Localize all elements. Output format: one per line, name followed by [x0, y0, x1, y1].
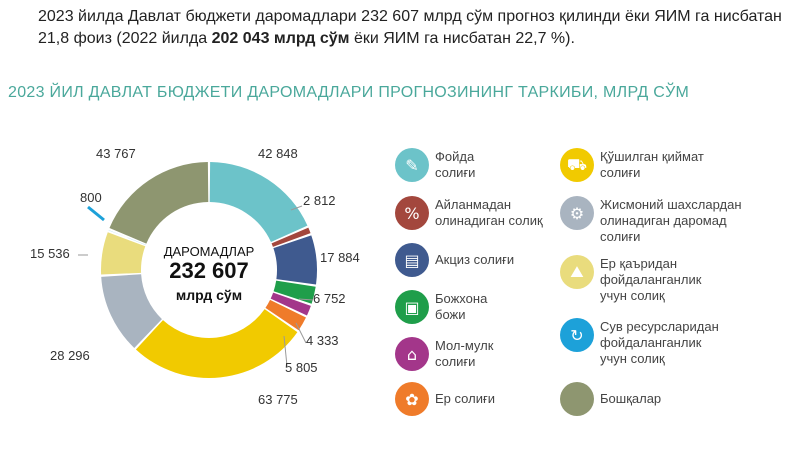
- slice-6: [135, 309, 298, 379]
- others-icon: [560, 382, 594, 416]
- legend-label: Сув ресурсларидан фойдаланганлик учун со…: [600, 319, 719, 366]
- intro-text: 2023 йилда Давлат бюджети даромадлари 23…: [8, 6, 794, 50]
- vat-icon: ⛟: [560, 148, 594, 182]
- slice-8: [101, 232, 146, 275]
- chart-title: 2023 ЙИЛ ДАВЛАТ БЮДЖЕТИ ДАРОМАДЛАРИ ПРОГ…: [8, 84, 690, 101]
- slice-0: [209, 162, 308, 243]
- legend-item-9: ↻ Сув ресурсларидан фойдаланганлик учун с…: [560, 318, 719, 367]
- slice-9: [108, 230, 146, 245]
- value-label-2: 17 884: [320, 250, 360, 265]
- slice-10: [109, 162, 209, 244]
- turnover-tax-icon: %: [395, 196, 429, 230]
- value-label-9: 800: [80, 190, 102, 205]
- subsoil-tax-icon: ⛰: [560, 255, 594, 289]
- legend-item-6: ⛟ Қўшилган қиймат солиғи: [560, 148, 704, 182]
- value-label-7: 28 296: [50, 348, 90, 363]
- property-tax-icon: ⌂: [395, 337, 429, 371]
- legend-label: Акциз солиғи: [435, 252, 515, 267]
- value-label-10: 43 767: [96, 146, 136, 161]
- slice-1: [271, 227, 311, 247]
- legend-label: Ер солиғи: [435, 391, 495, 406]
- center-text-3: млрд сўм: [176, 287, 242, 303]
- leader-line-3: [298, 298, 314, 301]
- legend-item-7: ⚙ Жисмоний шахслардан олинадиган даромад …: [560, 196, 742, 245]
- slice-7: [101, 274, 162, 348]
- center-text-2: 232 607: [169, 258, 249, 283]
- legend-label: Ер қаъридан фойдаланганлик учун солиқ: [600, 256, 702, 303]
- legend-item-8: ⛰ Ер қаъридан фойдаланганлик учун солиқ: [560, 255, 701, 304]
- legend-item-2: ▤ Акциз солиғи: [395, 243, 514, 277]
- value-label-0: 42 848: [258, 146, 298, 161]
- value-label-3: 6 752: [313, 291, 346, 306]
- value-label-4: 4 333: [306, 333, 339, 348]
- legend-item-0: ✎ Фойда солиғи: [395, 148, 475, 182]
- legend-label: Жисмоний шахслардан олинадиган даромад с…: [600, 197, 742, 244]
- center-text-1: ДАРОМАДЛАР: [164, 244, 255, 259]
- legend-label: Мол-мулк солиғи: [435, 338, 494, 369]
- leader-line-1: [290, 205, 303, 211]
- excise-tax-icon: ▤: [395, 243, 429, 277]
- legend-item-3: ▣ Божхона божи: [395, 290, 487, 324]
- profit-tax-icon: ✎: [395, 148, 429, 182]
- intro-bold: 202 043 млрд сўм: [211, 30, 350, 47]
- value-label-8: 15 536: [30, 246, 70, 261]
- leader-line-9: [87, 205, 105, 222]
- legend-item-10: Бошқалар: [560, 382, 661, 416]
- intro-part2: ёки ЯИМ га нисбатан 22,7 %).: [349, 30, 575, 47]
- value-label-5: 5 805: [285, 360, 318, 375]
- customs-duty-icon: ▣: [395, 290, 429, 324]
- slice-5: [265, 299, 306, 331]
- legend-label: Фойда солиғи: [435, 149, 476, 180]
- value-label-6: 63 775: [258, 392, 298, 407]
- personal-income-tax-icon: ⚙: [560, 196, 594, 230]
- slice-2: [273, 235, 317, 285]
- intro-part1: 2023 йилда Давлат бюджети даромадлари 23…: [38, 8, 782, 47]
- value-label-1: 2 812: [303, 193, 336, 208]
- legend-label: Қўшилган қиймат солиғи: [600, 149, 704, 180]
- water-tax-icon: ↻: [560, 318, 594, 352]
- slice-3: [273, 280, 316, 304]
- land-tax-icon: ✿: [395, 382, 429, 416]
- legend-item-1: % Айланмадан олинадиган солиқ: [395, 196, 543, 230]
- leader-line-5: [283, 335, 288, 367]
- legend-item-4: ⌂ Мол-мулк солиғи: [395, 337, 493, 371]
- slice-4: [270, 292, 311, 316]
- legend-label: Айланмадан олинадиган солиқ: [435, 197, 543, 228]
- legend-item-5: ✿ Ер солиғи: [395, 382, 495, 416]
- legend-label: Божхона божи: [435, 291, 488, 322]
- legend-label: Бошқалар: [600, 391, 662, 406]
- leader-line-4: [295, 322, 307, 344]
